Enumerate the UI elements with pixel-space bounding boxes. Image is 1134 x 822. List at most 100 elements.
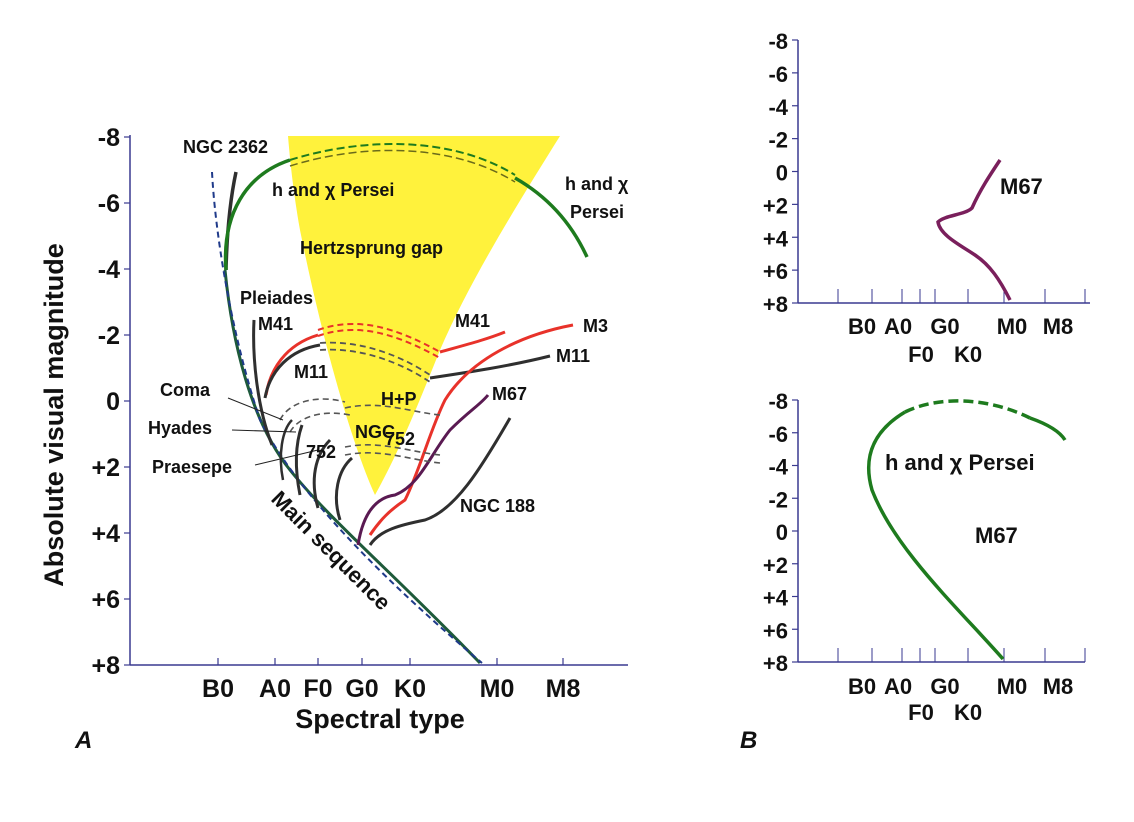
bb-ytick-label: 0 xyxy=(776,520,788,545)
bt-xtick-label: B0 xyxy=(848,314,876,339)
label-hyades: Hyades xyxy=(148,418,212,438)
series-m11-left xyxy=(263,343,321,399)
label-752-b: 752 xyxy=(306,442,336,462)
bb-xtick-label: F0 xyxy=(908,700,934,725)
a-xtick-label: B0 xyxy=(202,675,234,703)
bb-xtick-label: K0 xyxy=(954,700,982,725)
bb-ytick-label: -8 xyxy=(768,389,788,414)
bt-ytick-label: -8 xyxy=(768,29,788,54)
label-ngc2362: NGC 2362 xyxy=(183,137,268,157)
series-praesepe xyxy=(312,438,332,509)
label-m11-left: M11 xyxy=(294,362,328,382)
label-praesepe: Praesepe xyxy=(152,457,232,477)
series-ngc752-dash3 xyxy=(344,452,441,464)
bb-ytick-label: +6 xyxy=(763,618,788,643)
panel-b-label: B xyxy=(740,727,757,754)
bt-ytick-label: -4 xyxy=(768,95,788,120)
series-hyades xyxy=(294,424,304,496)
series-hchi-persei-dash2 xyxy=(289,149,516,183)
label-hchi-outer-1: h and χ xyxy=(565,174,629,194)
bb-ytick-label: +8 xyxy=(763,651,788,676)
a-x-axis-title: Spectral type xyxy=(295,704,465,734)
main-sequence-dashed xyxy=(211,171,483,664)
bb-xtick-label: M8 xyxy=(1043,674,1074,699)
bb-xtick-label: B0 xyxy=(848,674,876,699)
bt-xtick-label: F0 xyxy=(908,342,934,367)
series-m67 xyxy=(356,394,490,546)
bt-xtick-label: M0 xyxy=(997,314,1028,339)
bb-series-hchi xyxy=(866,410,1005,661)
label-coma: Coma xyxy=(160,380,211,400)
series-m41-right xyxy=(439,330,506,354)
a-xtick-label: G0 xyxy=(345,675,378,703)
label-hchi-inner: h and χ Persei xyxy=(272,180,394,200)
bb-ytick-label: +4 xyxy=(763,586,789,611)
bt-ytick-label: 0 xyxy=(776,161,788,186)
a-xtick-label: A0 xyxy=(259,675,291,703)
label-m67: M67 xyxy=(492,384,527,404)
series-pleiades xyxy=(252,319,274,446)
leader-hyades xyxy=(231,429,297,433)
series-ngc752-dash xyxy=(344,404,441,416)
bb-xtick-label: A0 xyxy=(884,674,912,699)
bb-ytick-label: +2 xyxy=(763,553,788,578)
bb-label-hchi: h and χ Persei xyxy=(885,450,1035,475)
label-m41-left: M41 xyxy=(258,314,293,334)
a-ytick-label: 0 xyxy=(106,388,120,416)
series-coma xyxy=(279,419,293,481)
series-m3 xyxy=(368,323,574,536)
a-x-ticks: B0 A0 F0 G0 K0 M0 M8 xyxy=(202,658,580,703)
bb-ytick-label: -4 xyxy=(768,455,788,480)
series-hyades-dash xyxy=(289,412,351,433)
bb-ytick-label: -6 xyxy=(768,422,788,447)
bb-x-ticks: B0 A0 G0 M0 M8 F0 K0 xyxy=(837,648,1086,725)
series-ngc752 xyxy=(334,456,354,521)
bt-y-ticks: -8 -6 -4 -2 0 +2 +4 +6 +8 xyxy=(763,29,798,317)
series-m41-dash2 xyxy=(317,329,441,359)
series-hchi-persei-right xyxy=(514,176,589,258)
series-m11-right xyxy=(429,354,551,380)
a-xtick-label: M8 xyxy=(546,675,581,703)
label-752-a: 752 xyxy=(385,429,415,449)
panel-b-bottom: -8 -6 -4 -2 0 +2 +4 +6 +8 B0 A0 G0 M0 M8 F0 K0 h and χ… xyxy=(740,389,1086,754)
bb-series-hchi-dash xyxy=(904,399,1031,420)
bt-ytick-label: -6 xyxy=(768,62,788,87)
series-coma-dash xyxy=(279,398,346,421)
bb-y-ticks: -8 -6 -4 -2 0 +2 +4 +6 +8 xyxy=(763,389,798,676)
bb-xtick-label: G0 xyxy=(930,674,959,699)
a-y-ticks: -8 -6 -4 -2 0 +2 +4 +6 +8 xyxy=(91,124,130,680)
bt-xtick-label: M8 xyxy=(1043,314,1074,339)
label-hp: H+P xyxy=(381,389,417,409)
a-ytick-label: +6 xyxy=(91,586,120,614)
a-ytick-label: -2 xyxy=(98,322,120,350)
label-hchi-outer-2: Persei xyxy=(570,202,624,222)
series-ngc188 xyxy=(368,417,512,546)
a-xtick-label: M0 xyxy=(480,675,515,703)
bb-series-hchi-end xyxy=(1029,416,1067,441)
series-ngc752-dash2 xyxy=(344,444,441,456)
label-m11-right: M11 xyxy=(556,346,590,366)
bt-xtick-label: A0 xyxy=(884,314,912,339)
bt-ytick-label: -2 xyxy=(768,128,788,153)
bb-xtick-label: M0 xyxy=(997,674,1028,699)
bb-ytick-label: -2 xyxy=(768,487,788,512)
a-xtick-label: K0 xyxy=(394,675,426,703)
a-ytick-label: +8 xyxy=(91,652,120,680)
panel-a-label: A xyxy=(74,727,92,754)
bt-xtick-label: G0 xyxy=(930,314,959,339)
a-ytick-label: -4 xyxy=(98,256,120,284)
series-m41-dash xyxy=(317,323,441,353)
bt-label-m67: M67 xyxy=(1000,174,1043,199)
a-xtick-label: F0 xyxy=(303,675,332,703)
a-ytick-label: +4 xyxy=(91,520,120,548)
label-hertzsprung-gap: Hertzsprung gap xyxy=(300,238,443,258)
hertzsprung-gap-region xyxy=(288,136,560,495)
leader-coma xyxy=(227,397,284,421)
label-m3: M3 xyxy=(583,316,608,336)
label-ngc188: NGC 188 xyxy=(460,496,535,516)
bb-label-m67: M67 xyxy=(975,523,1018,548)
series-m11-dash xyxy=(319,341,431,376)
leader-praesepe xyxy=(254,449,319,466)
bt-x-ticks: B0 A0 G0 M0 M8 F0 K0 xyxy=(837,289,1086,367)
